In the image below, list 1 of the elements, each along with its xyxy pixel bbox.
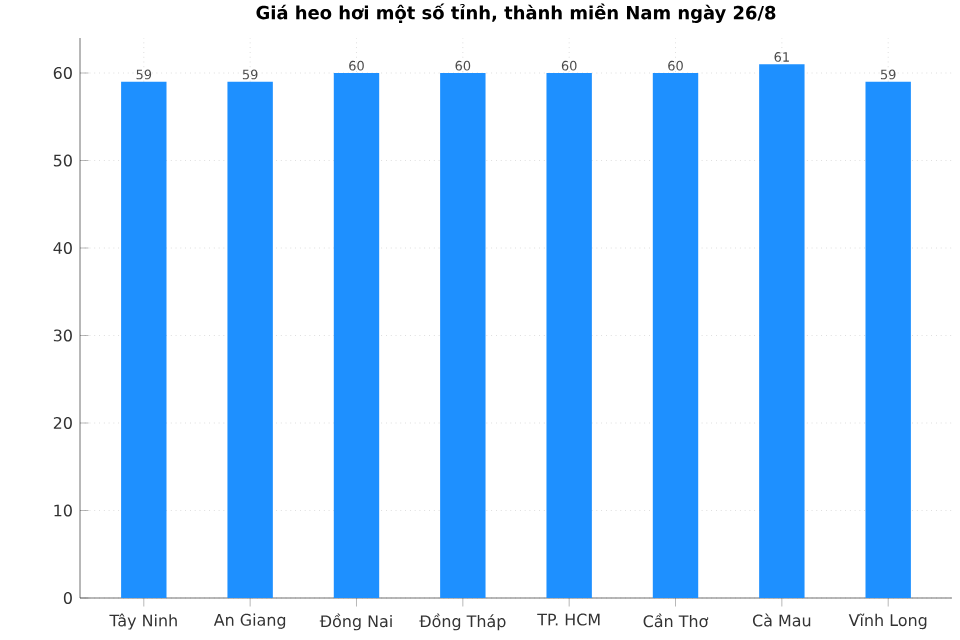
chart-title: Giá heo hơi một số tỉnh, thành miền Nam ngày 26/8: [256, 3, 776, 24]
